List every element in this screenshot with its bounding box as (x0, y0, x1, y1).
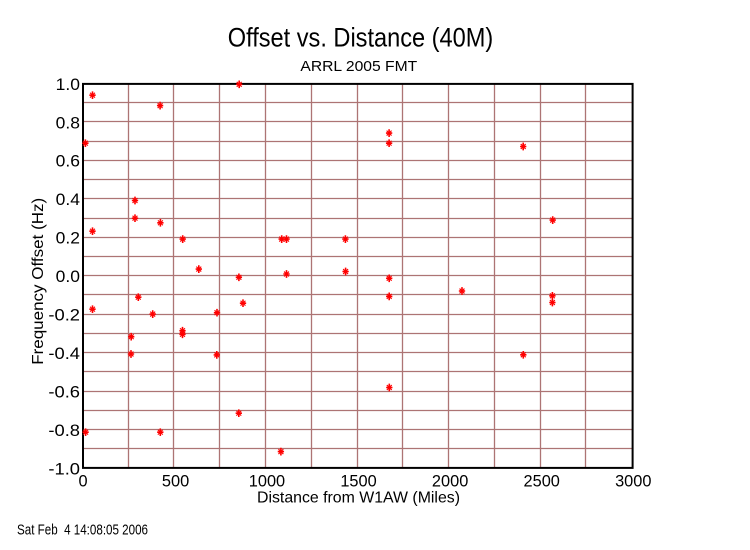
svg-text:Distance from W1AW (Miles): Distance from W1AW (Miles) (257, 490, 460, 507)
svg-text:500: 500 (162, 472, 189, 490)
svg-text:Offset vs. Distance (40M): Offset vs. Distance (40M) (228, 22, 494, 53)
svg-text:Frequency Offset (Hz): Frequency Offset (Hz) (30, 198, 47, 365)
svg-text:ARRL 2005 FMT: ARRL 2005 FMT (300, 59, 417, 75)
svg-text:1000: 1000 (249, 472, 285, 490)
svg-text:2500: 2500 (524, 472, 560, 490)
svg-text:0: 0 (79, 472, 88, 490)
svg-text:1.0: 1.0 (56, 76, 80, 94)
svg-text:-1.0: -1.0 (48, 460, 80, 478)
svg-text:-0.6: -0.6 (48, 383, 80, 401)
svg-text:0.6: 0.6 (56, 153, 80, 171)
svg-text:0.2: 0.2 (56, 230, 80, 248)
svg-text:-0.4: -0.4 (48, 345, 80, 363)
svg-text:0.0: 0.0 (56, 268, 80, 286)
svg-text:0.4: 0.4 (56, 191, 80, 209)
svg-text:1500: 1500 (340, 472, 376, 490)
svg-text:-0.2: -0.2 (48, 307, 80, 325)
svg-text:2000: 2000 (432, 472, 468, 490)
svg-text:Sat Feb 4 14:08:05 2006: Sat Feb 4 14:08:05 2006 (17, 522, 148, 538)
svg-text:0.8: 0.8 (56, 114, 80, 132)
svg-text:-0.8: -0.8 (48, 422, 80, 440)
svg-text:3000: 3000 (615, 472, 651, 490)
